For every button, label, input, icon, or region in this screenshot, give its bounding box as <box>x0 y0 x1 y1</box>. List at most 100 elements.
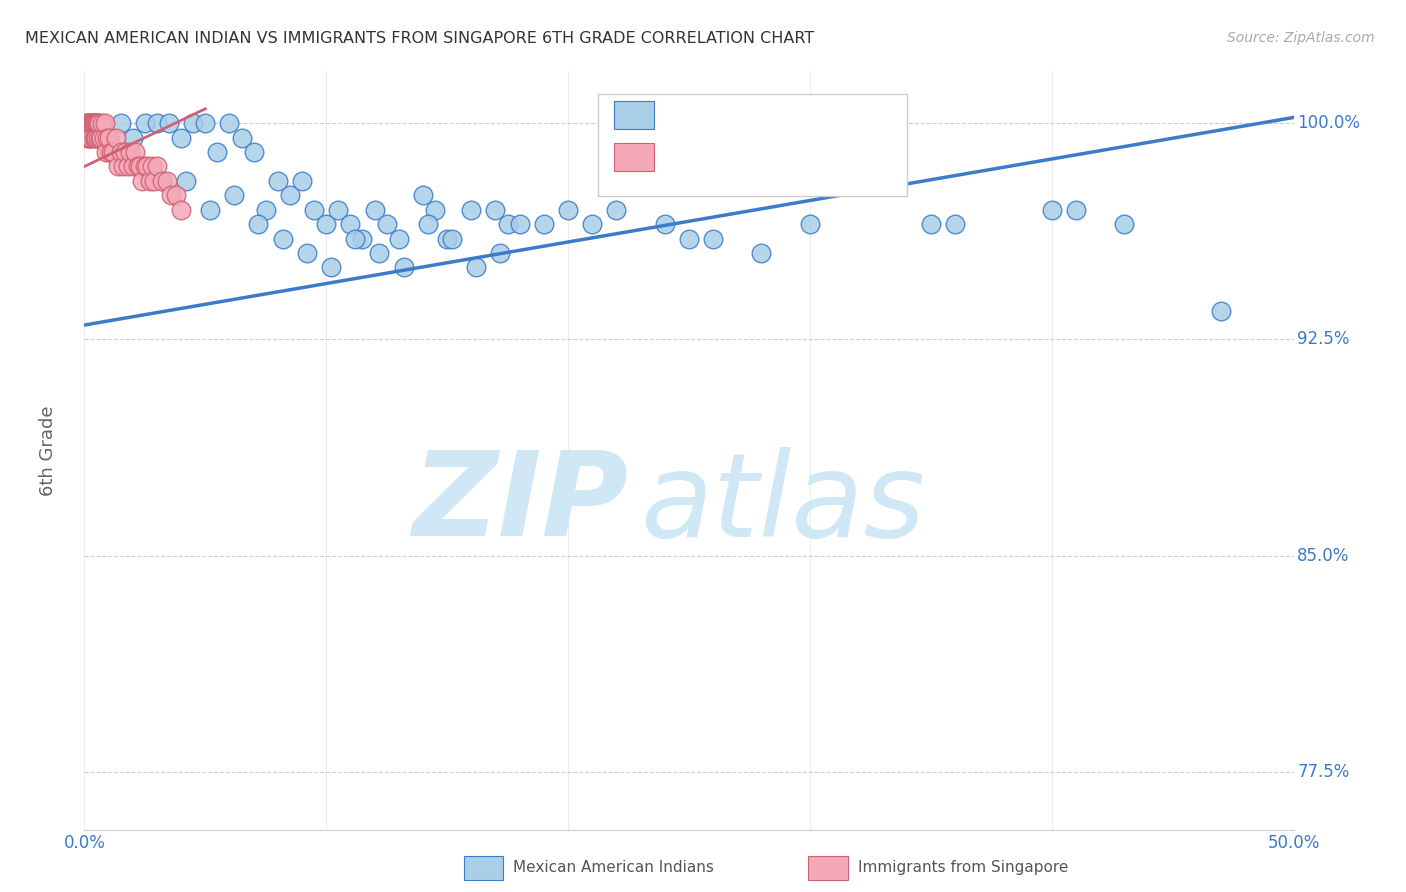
Point <box>136 160 159 174</box>
Point <box>581 217 603 231</box>
Point <box>110 145 132 159</box>
Point <box>302 202 325 217</box>
Text: R = 0.580: R = 0.580 <box>665 148 763 166</box>
Text: 100.0%: 100.0% <box>1298 114 1360 132</box>
Point <box>94 116 117 130</box>
Point <box>1064 202 1087 217</box>
Point <box>82 116 104 130</box>
Point <box>83 116 105 130</box>
Point <box>267 174 290 188</box>
Point <box>93 130 115 145</box>
Point <box>218 116 240 130</box>
Point <box>134 116 156 130</box>
Point <box>436 231 458 245</box>
Point <box>388 231 411 245</box>
Point <box>557 202 579 217</box>
Point <box>295 246 318 260</box>
Point <box>160 188 183 202</box>
Point <box>117 160 139 174</box>
Point <box>121 130 143 145</box>
Point <box>129 160 152 174</box>
Point <box>104 130 127 145</box>
Point <box>91 116 114 130</box>
Text: R = 0.285: R = 0.285 <box>665 106 763 124</box>
Point <box>127 160 149 174</box>
Point <box>247 217 270 231</box>
Point <box>315 217 337 231</box>
Point <box>89 130 111 145</box>
Point <box>412 188 434 202</box>
Point <box>155 174 177 188</box>
Point <box>77 130 100 145</box>
Point <box>112 160 135 174</box>
Point <box>121 160 143 174</box>
Point <box>328 202 350 217</box>
Point <box>533 217 555 231</box>
Point <box>110 116 132 130</box>
Point <box>291 174 314 188</box>
Point <box>654 217 676 231</box>
Point <box>224 188 246 202</box>
Point <box>150 174 173 188</box>
Point <box>84 130 107 145</box>
Point <box>87 130 110 145</box>
Point <box>114 145 136 159</box>
Point <box>368 246 391 260</box>
Point <box>86 130 108 145</box>
Point <box>174 174 197 188</box>
Text: Source: ZipAtlas.com: Source: ZipAtlas.com <box>1227 31 1375 45</box>
Text: 77.5%: 77.5% <box>1298 763 1350 780</box>
Point <box>319 260 342 275</box>
Point <box>207 145 229 159</box>
Point <box>124 145 146 159</box>
Point <box>170 202 193 217</box>
Point <box>943 217 966 231</box>
Point <box>97 145 120 159</box>
Point <box>86 116 108 130</box>
Point <box>344 231 367 245</box>
Text: 92.5%: 92.5% <box>1298 330 1350 349</box>
Point <box>77 116 100 130</box>
Point <box>77 116 100 130</box>
Point <box>392 260 415 275</box>
Text: ZIP: ZIP <box>412 446 628 561</box>
Point <box>678 231 700 245</box>
Point <box>271 231 294 245</box>
Point <box>83 130 105 145</box>
Point <box>489 246 512 260</box>
Text: N = 55: N = 55 <box>801 148 869 166</box>
Point <box>84 116 107 130</box>
Point <box>352 231 374 245</box>
Point <box>107 160 129 174</box>
Point <box>484 202 506 217</box>
Point <box>460 202 482 217</box>
Point <box>920 217 942 231</box>
Text: Immigrants from Singapore: Immigrants from Singapore <box>858 861 1069 875</box>
Point <box>799 217 821 231</box>
Point <box>120 145 142 159</box>
Point <box>94 145 117 159</box>
Point <box>1209 303 1232 318</box>
Point <box>146 160 169 174</box>
Point <box>146 116 169 130</box>
Point <box>76 130 98 145</box>
Point <box>141 160 163 174</box>
Point <box>1040 202 1063 217</box>
Point <box>80 116 103 130</box>
Point <box>96 130 118 145</box>
Point <box>509 217 531 231</box>
Point <box>87 116 110 130</box>
Point <box>1114 217 1136 231</box>
Point <box>103 145 125 159</box>
Point <box>97 130 120 145</box>
Point <box>79 130 101 145</box>
Point <box>375 217 398 231</box>
Point <box>79 116 101 130</box>
Point <box>416 217 439 231</box>
Point <box>86 116 108 130</box>
Point <box>83 116 105 130</box>
Text: N = 62: N = 62 <box>801 106 869 124</box>
Point <box>134 160 156 174</box>
Point <box>150 174 173 188</box>
Point <box>80 130 103 145</box>
